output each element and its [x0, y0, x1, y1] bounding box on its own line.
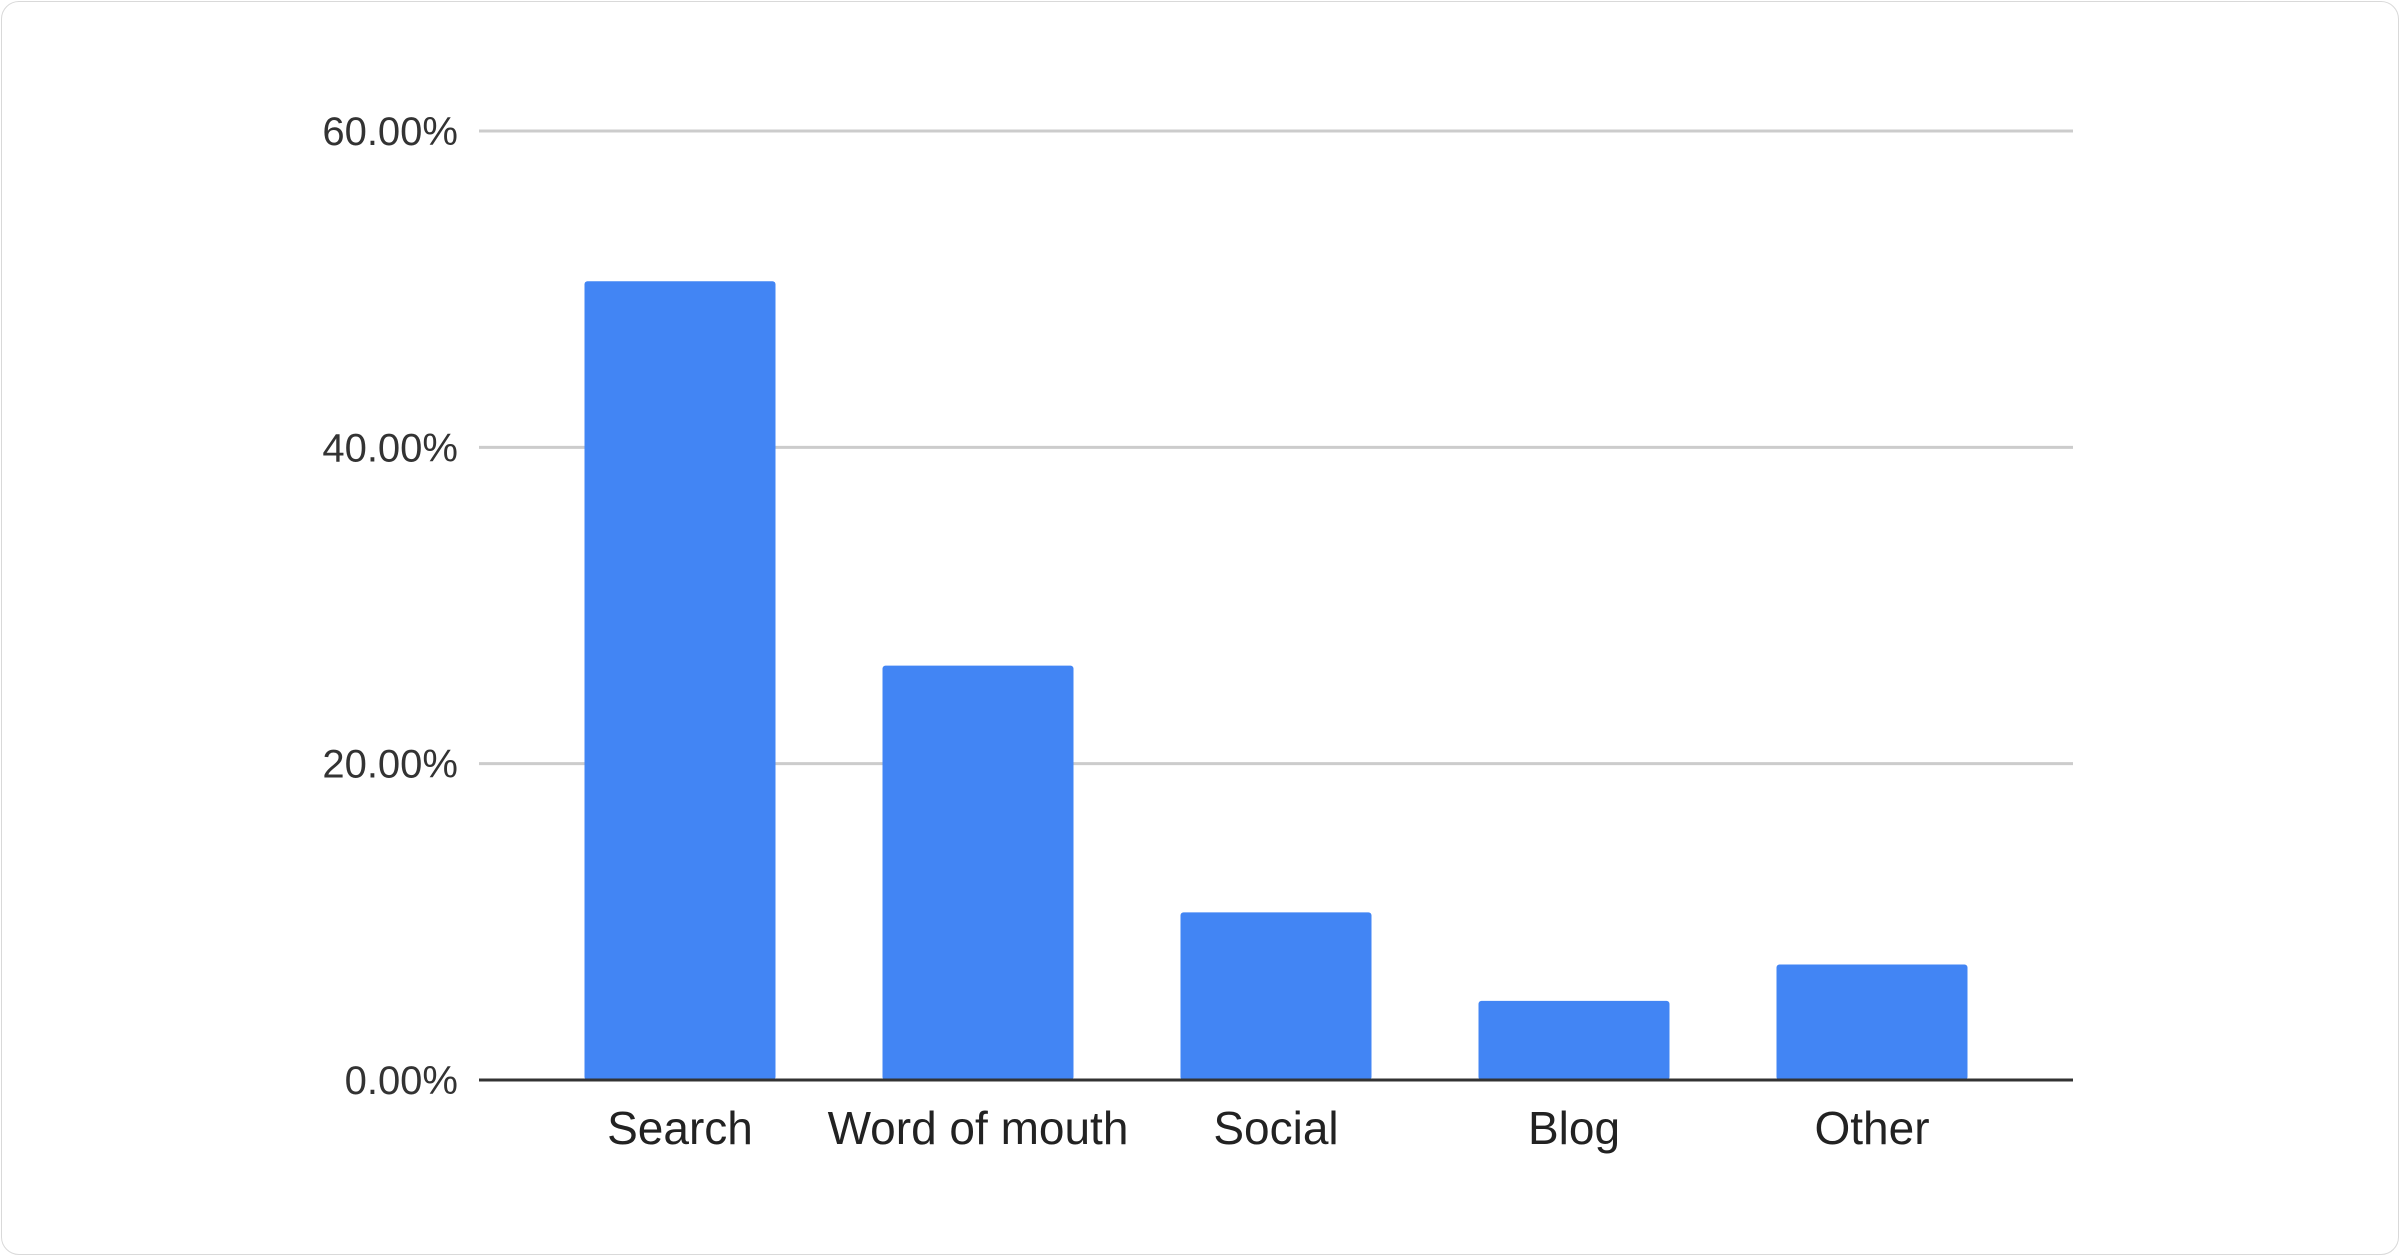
y-tick-label: 20.00% — [322, 743, 458, 787]
y-tick-label: 40.00% — [322, 426, 458, 470]
bar-blog — [1478, 1000, 1670, 1080]
bar-other — [1776, 964, 1968, 1080]
x-category-label: Social — [1213, 1102, 1338, 1154]
y-tick-label: 0.00% — [345, 1059, 458, 1103]
bar-social — [1180, 912, 1372, 1080]
x-category-label: Other — [1814, 1102, 1929, 1154]
y-tick-label: 60.00% — [322, 110, 458, 154]
bar-word-of-mouth — [882, 665, 1074, 1080]
x-category-label: Search — [607, 1102, 753, 1154]
x-category-label: Word of mouth — [828, 1102, 1129, 1154]
bar-search — [584, 281, 776, 1081]
x-category-label: Blog — [1528, 1102, 1620, 1154]
